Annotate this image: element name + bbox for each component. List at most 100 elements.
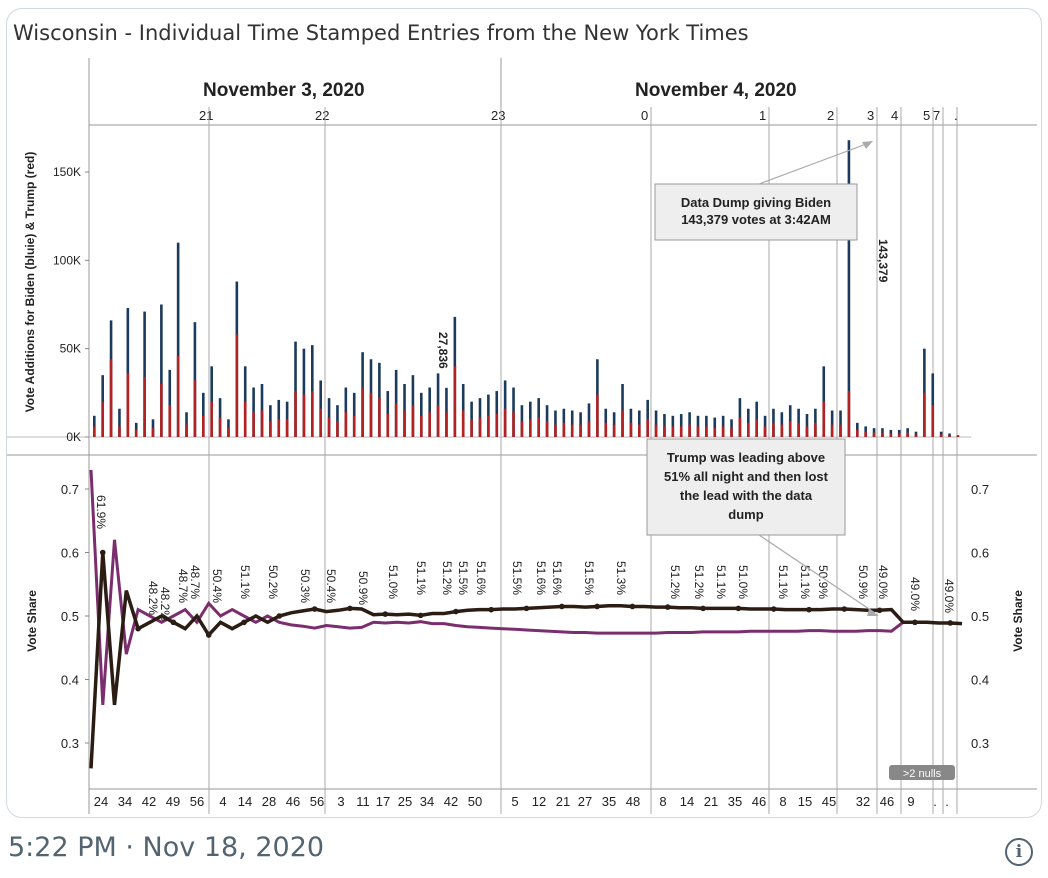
minute-tick-label: 56 (190, 794, 204, 809)
biden-bar (420, 392, 423, 437)
share-pct-label: 50.9% (356, 571, 370, 605)
callout-trump-arrow (758, 534, 876, 614)
minute-tick-label: 28 (262, 794, 276, 809)
hour-label: 7 (933, 108, 940, 123)
biden-bar (478, 398, 482, 437)
trump-bar (721, 426, 725, 437)
minute-tick-label: 9 (907, 794, 914, 809)
trump-bar (470, 419, 473, 437)
trump-bar (889, 433, 893, 437)
trump-bar (101, 401, 104, 437)
trump-bar (344, 412, 348, 437)
trump-share-point (876, 607, 883, 614)
trump-bar (503, 408, 507, 437)
trump-bar (352, 415, 356, 437)
trump-bar (604, 422, 608, 437)
share-pct-label: 51.1% (798, 565, 812, 599)
biden-bar (302, 348, 306, 437)
trump-bar (202, 415, 205, 437)
minute-tick-label: 56 (310, 794, 324, 809)
trump-bar (235, 334, 239, 437)
hour-label: 5 (923, 108, 930, 123)
minute-tick-label: . (945, 794, 949, 809)
biden-bar (168, 369, 172, 437)
trump-bar (738, 417, 742, 437)
trump-share-point (417, 612, 424, 619)
trump-bar (705, 426, 708, 437)
hour-label: 0 (641, 108, 648, 123)
share-pct-label: 51.3% (614, 561, 628, 595)
bottom-y-tick-left: 0.4 (61, 673, 79, 688)
minute-tick-label: 46 (880, 794, 894, 809)
tweet-timestamp[interactable]: 5:22 PM · Nov 18, 2020 (8, 832, 325, 863)
info-icon[interactable]: i (1005, 838, 1033, 866)
trump-bar (956, 436, 960, 437)
trump-bar (562, 422, 566, 437)
minute-tick-label: 35 (728, 794, 742, 809)
trump-bar (218, 417, 222, 437)
share-pct-label: 51.6% (550, 561, 564, 595)
date-label-nov3: November 3, 2020 (203, 80, 365, 101)
trump-share-point (135, 625, 141, 632)
minute-tick-label: 34 (420, 794, 434, 809)
biden-bar (839, 410, 842, 437)
trump-bar (319, 408, 322, 437)
biden-bar (126, 308, 130, 437)
biden-bar (805, 414, 809, 437)
trump-bar (386, 414, 390, 437)
trump-bar (621, 410, 624, 437)
trump-share-point (559, 603, 565, 610)
trump-bar (931, 405, 935, 437)
trump-share-point (453, 608, 459, 615)
minute-tick-label: 21 (556, 794, 570, 809)
callout-trump-text: Trump was leading above 51% all night and… (664, 450, 829, 522)
minute-tick-label: 25 (398, 794, 412, 809)
trump-bar (269, 421, 272, 437)
share-pct-label: 51.2% (692, 565, 706, 599)
trump-bar (554, 424, 557, 437)
share-pct-label: 51.5% (456, 561, 470, 595)
biden-bar (713, 417, 717, 437)
chart-svg: Wisconsin - Individual Time Stamped Entr… (7, 21, 1037, 814)
trump-bar (453, 366, 457, 437)
trump-bar (914, 434, 918, 437)
biden-bar (872, 428, 876, 437)
trump-bar (495, 414, 499, 437)
trump-bar (252, 412, 255, 437)
bottom-y-axis-label-left: Vote Share (25, 590, 39, 652)
biden-bar (881, 428, 884, 437)
trump-bar (420, 415, 423, 437)
trump-bar (755, 419, 758, 437)
minute-tick-label: . (933, 794, 937, 809)
trump-bar (780, 424, 784, 437)
minute-tick-label: 42 (444, 794, 458, 809)
share-pct-label: 51.6% (474, 561, 488, 595)
trump-bar (428, 412, 431, 437)
trump-share-point (594, 603, 600, 610)
share-pct-label: 49.0% (908, 577, 922, 611)
trump-share-point (664, 604, 671, 610)
trump-bar (193, 380, 197, 437)
trump-bar (461, 410, 465, 437)
bottom-y-tick-right: 0.6 (971, 546, 989, 561)
trump-share-point (205, 632, 212, 638)
trump-share-point (912, 619, 918, 626)
hour-label: 22 (315, 108, 329, 123)
trump-bar (168, 405, 172, 437)
biden-bar (679, 414, 683, 437)
biden-bar (529, 401, 532, 437)
trump-bar (487, 415, 490, 437)
hour-label: 2 (827, 108, 834, 123)
trump-bar (185, 424, 188, 437)
trump-bar (881, 432, 884, 437)
minute-tick-label: 34 (118, 794, 132, 809)
trump-bar (126, 373, 130, 437)
minute-tick-label: 3 (337, 794, 344, 809)
trump-bar (311, 391, 314, 437)
minute-tick-label: 8 (659, 794, 666, 809)
share-pct-label: 50.9% (856, 565, 870, 599)
trump-bar (730, 428, 733, 437)
trump-bar (545, 421, 549, 437)
trump-bar (143, 376, 146, 437)
hour-label: 23 (491, 108, 505, 123)
